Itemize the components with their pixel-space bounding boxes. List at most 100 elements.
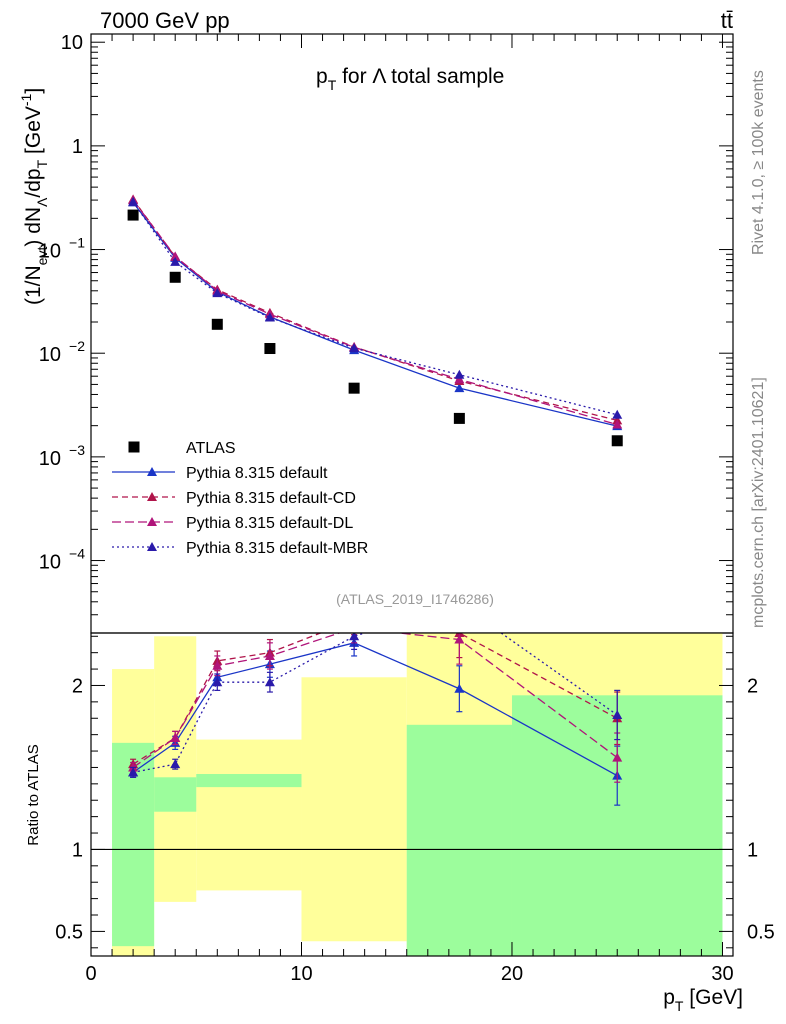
ratio-x-tick-label: 10: [290, 963, 312, 985]
ylabel-part: -1: [18, 93, 34, 106]
ratio-point: [349, 623, 359, 632]
ylabel-part: evt: [34, 247, 50, 266]
ratio-y-tick-label-right: 0.5: [747, 921, 775, 943]
y-tick-label: 10: [39, 448, 61, 470]
legend-marker: [147, 542, 157, 551]
legend-marker: [147, 492, 157, 501]
legend-marker: [147, 467, 157, 476]
uncertainty-band-yellow: [196, 739, 302, 891]
mc-point: [612, 419, 623, 429]
ratio-point: [170, 759, 181, 769]
header-energy-label: 7000 GeV pp: [100, 8, 230, 33]
ratio-point: [454, 683, 465, 693]
atlas-data-point: [264, 343, 276, 355]
mc-point: [349, 343, 360, 353]
ylabel-part: (1/N: [22, 265, 45, 305]
mcplots-reference-label: mcplots.cern.ch [arXiv:2401.10621]: [750, 377, 767, 628]
ratio-point: [264, 650, 275, 660]
uncertainty-band-green: [406, 724, 512, 956]
ylabel-part: T: [34, 159, 50, 168]
y-tick-exponent: −4: [69, 546, 85, 562]
ratio-y-tick-label: 0.5: [55, 921, 83, 943]
y-tick-label: 10: [39, 552, 61, 574]
atlas-data-point: [211, 318, 223, 330]
ratio-y-tick-label-right: 2: [747, 675, 758, 697]
y-tick-label: 10: [39, 241, 61, 263]
legend-label: Pythia 8.315 default: [186, 465, 328, 482]
ratio-point: [612, 752, 623, 762]
uncertainty-band-yellow: [301, 677, 407, 942]
legend-label: Pythia 8.315 default-DL: [186, 515, 353, 532]
atlas-data-point: [348, 382, 360, 394]
ylabel-part: Λ: [34, 197, 50, 207]
xlabel-sub: T: [675, 998, 684, 1014]
legend-label: Pythia 8.315 default-CD: [186, 490, 356, 507]
ratio-y-tick-label: 1: [72, 839, 83, 861]
ylabel-part: [GeV: [22, 106, 45, 160]
y-tick-exponent: −3: [69, 442, 85, 458]
ratio-point: [349, 615, 359, 624]
mc-point: [454, 374, 465, 384]
xlabel-p: p: [663, 986, 675, 1009]
legend-label-atlas: ATLAS: [186, 440, 236, 457]
mc-line: [132, 201, 618, 427]
title-p: p: [316, 65, 328, 88]
mc-point: [170, 256, 181, 266]
ratio-x-tick-label: 30: [711, 963, 733, 985]
atlas-data-point: [127, 209, 139, 221]
atlas-data-point: [453, 412, 465, 424]
atlas-data-point: [169, 271, 181, 283]
ratio-x-tick-label: 20: [501, 963, 523, 985]
y-tick-label: 10: [39, 344, 61, 366]
rivet-version-label: Rivet 4.1.0, ≥ 100k events: [750, 70, 767, 255]
mc-line: [132, 199, 618, 426]
legend-label: Pythia 8.315 default-MBR: [186, 540, 368, 557]
legend-marker-atlas: [128, 441, 140, 453]
ratio-point: [264, 677, 275, 687]
ratio-y-axis-label: Ratio to ATLAS: [25, 744, 42, 845]
uncertainty-band-green: [154, 777, 197, 812]
mc-point: [128, 196, 139, 206]
y-tick-exponent: −1: [69, 235, 85, 251]
y-tick-exponent: −2: [69, 338, 85, 354]
main-y-axis-label: (1/Nevt) dNΛ/dpT [GeV-1]: [18, 88, 50, 305]
ylabel-part: ]: [22, 88, 45, 94]
y-tick-label: 1: [72, 136, 83, 158]
ratio-point: [212, 660, 223, 670]
ratio-point: [349, 633, 360, 641]
analysis-label: (ATLAS_2019_I1746286): [336, 591, 494, 607]
legend-marker: [147, 517, 157, 526]
legend: ATLAS Pythia 8.315 default Pythia 8.315 de…: [112, 440, 368, 557]
ylabel-part: ) dN: [22, 207, 45, 247]
mc-point: [212, 288, 223, 298]
ratio-point: [612, 709, 623, 719]
main-title: pT for Λ total sample: [316, 65, 504, 93]
header-process-label: tt̄: [721, 8, 733, 33]
mc-point: [454, 383, 465, 393]
mc-point: [170, 251, 181, 261]
mc-line: [132, 198, 618, 421]
ylabel-part: /dp: [22, 168, 45, 197]
ratio-frame: [90, 632, 734, 957]
atlas-data-point: [611, 435, 623, 447]
mc-point: [264, 312, 275, 322]
mc-point: [454, 369, 465, 379]
xlabel-rest: [GeV]: [683, 986, 743, 1009]
main-plot-panel: pT for Λ total sample(1/Nevt) dNΛ/dpT [G…: [18, 32, 734, 634]
mc-point: [612, 409, 623, 419]
ratio-y-tick-label: 2: [72, 675, 83, 697]
ratio-x-tick-label: 0: [85, 963, 96, 985]
ratio-point: [128, 767, 139, 777]
ratio-point: [170, 732, 181, 742]
x-axis-label: pT [GeV]: [663, 986, 743, 1014]
title-rest: for Λ total sample: [336, 65, 504, 88]
ratio-y-tick-label-right: 1: [747, 839, 758, 861]
y-tick-label: 10: [61, 32, 83, 54]
mc-line: [132, 201, 618, 416]
uncertainty-band-green: [196, 774, 302, 788]
ratio-point: [454, 634, 465, 644]
title-sub: T: [328, 77, 337, 93]
ratio-point: [212, 677, 223, 687]
